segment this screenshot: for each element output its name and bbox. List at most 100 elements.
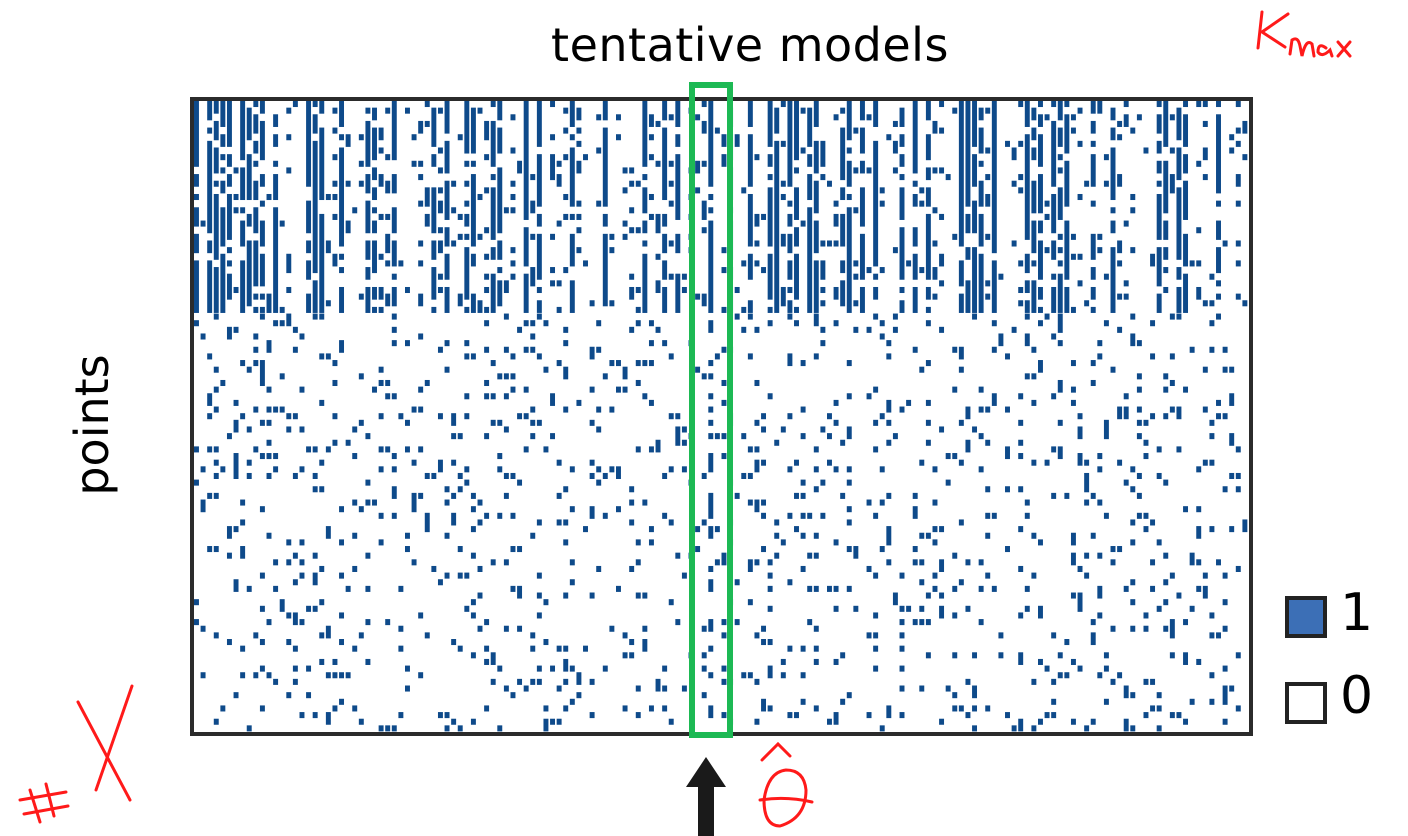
matrix-cell bbox=[1057, 167, 1063, 174]
matrix-cell bbox=[1130, 725, 1136, 732]
matrix-cell bbox=[385, 260, 391, 267]
matrix-cell bbox=[754, 446, 760, 453]
matrix-cell bbox=[820, 174, 826, 181]
matrix-cell bbox=[833, 658, 839, 665]
matrix-cell bbox=[859, 187, 865, 227]
matrix-cell bbox=[213, 267, 219, 313]
matrix-cell bbox=[1005, 546, 1010, 553]
matrix-cell bbox=[306, 446, 312, 453]
matrix-cell bbox=[319, 127, 325, 201]
matrix-cell bbox=[563, 107, 569, 114]
matrix-cell bbox=[1005, 140, 1010, 147]
matrix-cell bbox=[1031, 373, 1037, 380]
matrix-cell bbox=[873, 512, 879, 519]
matrix-cell bbox=[774, 519, 780, 526]
matrix-cell bbox=[1110, 546, 1116, 553]
matrix-cell bbox=[503, 472, 509, 479]
matrix-cell bbox=[761, 213, 767, 220]
matrix-cell bbox=[530, 433, 536, 440]
matrix-cell bbox=[813, 552, 819, 559]
matrix-cell bbox=[365, 107, 371, 114]
matrix-cell bbox=[813, 658, 819, 665]
matrix-cell bbox=[767, 253, 773, 300]
matrix-cell bbox=[840, 698, 846, 705]
matrix-cell bbox=[550, 718, 556, 725]
matrix-cell bbox=[1196, 260, 1202, 267]
matrix-cell bbox=[1044, 459, 1050, 466]
matrix-cell bbox=[194, 174, 199, 187]
matrix-cell bbox=[985, 705, 991, 712]
matrix-cell bbox=[1097, 453, 1103, 460]
matrix-cell bbox=[464, 160, 470, 167]
matrix-cell bbox=[1163, 286, 1169, 294]
matrix-cell bbox=[576, 692, 582, 699]
matrix-cell bbox=[635, 306, 641, 313]
matrix-cell bbox=[866, 393, 872, 400]
matrix-cell bbox=[919, 267, 925, 274]
matrix-cell bbox=[919, 459, 925, 466]
matrix-cell bbox=[569, 466, 575, 473]
matrix-cell bbox=[418, 446, 424, 453]
matrix-cell bbox=[497, 127, 503, 154]
matrix-cell bbox=[339, 506, 345, 513]
matrix-cell bbox=[411, 406, 417, 413]
matrix-cell bbox=[589, 300, 595, 307]
matrix-cell bbox=[879, 499, 885, 506]
matrix-cell bbox=[200, 220, 206, 227]
matrix-cell bbox=[1070, 386, 1076, 393]
matrix-cell bbox=[998, 632, 1004, 639]
matrix-cell bbox=[780, 101, 786, 108]
matrix-cell bbox=[372, 240, 377, 274]
matrix-cell bbox=[510, 353, 516, 360]
matrix-cell bbox=[958, 346, 964, 360]
matrix-cell bbox=[437, 273, 443, 280]
matrix-cell bbox=[292, 579, 298, 586]
matrix-cell bbox=[721, 306, 727, 313]
matrix-cell bbox=[259, 101, 265, 114]
matrix-cell bbox=[714, 127, 720, 134]
matrix-cell bbox=[721, 399, 727, 406]
matrix-cell bbox=[761, 546, 767, 553]
matrix-cell bbox=[530, 233, 536, 240]
matrix-cell bbox=[464, 200, 470, 207]
matrix-cell bbox=[1130, 692, 1136, 699]
matrix-cell bbox=[1051, 240, 1057, 260]
matrix-cell bbox=[899, 712, 905, 719]
matrix-cell bbox=[985, 280, 991, 287]
matrix-cell bbox=[398, 712, 404, 719]
matrix-cell bbox=[325, 526, 331, 539]
matrix-cell bbox=[292, 472, 298, 479]
matrix-cell bbox=[503, 625, 509, 632]
matrix-cell bbox=[325, 300, 331, 307]
matrix-cell bbox=[246, 107, 252, 141]
matrix-cell bbox=[1143, 625, 1149, 632]
matrix-cell bbox=[1209, 300, 1215, 307]
matrix-cell bbox=[596, 114, 602, 121]
matrix-cell bbox=[642, 625, 648, 632]
matrix-cell bbox=[569, 134, 575, 141]
matrix-cell bbox=[365, 174, 371, 194]
matrix-cell bbox=[1202, 585, 1208, 599]
matrix-cell bbox=[517, 413, 523, 420]
matrix-cell bbox=[292, 665, 298, 672]
matrix-cell bbox=[734, 286, 740, 294]
matrix-cell bbox=[794, 526, 799, 533]
matrix-cell bbox=[332, 439, 338, 446]
matrix-cell bbox=[358, 160, 364, 167]
matrix-cell bbox=[820, 300, 826, 307]
matrix-cell bbox=[200, 466, 206, 473]
matrix-cell bbox=[629, 286, 635, 300]
matrix-cell bbox=[1163, 160, 1169, 214]
matrix-cell bbox=[569, 579, 575, 586]
matrix-cell bbox=[1110, 147, 1116, 201]
matrix-cell bbox=[813, 260, 819, 313]
matrix-cell bbox=[1163, 101, 1169, 147]
matrix-cell bbox=[543, 718, 549, 732]
matrix-cell bbox=[1143, 526, 1149, 533]
matrix-cell bbox=[226, 260, 232, 267]
matrix-cell bbox=[866, 267, 872, 274]
matrix-cell bbox=[266, 386, 272, 393]
matrix-cell bbox=[299, 386, 305, 393]
matrix-cell bbox=[464, 605, 470, 612]
matrix-cell bbox=[1196, 559, 1202, 566]
